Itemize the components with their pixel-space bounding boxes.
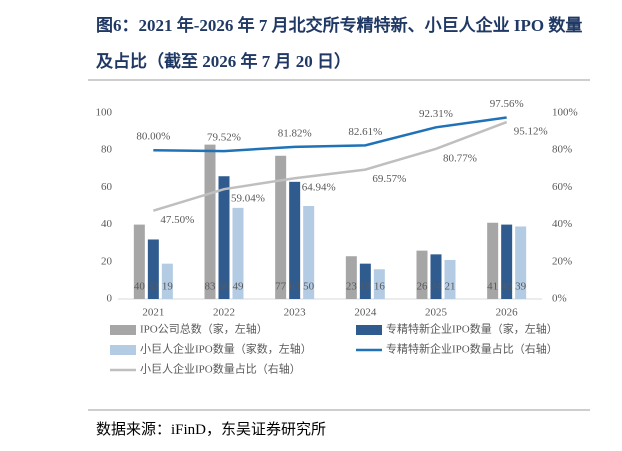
bar-label: 50 [303,281,315,293]
bar-label: 66 [219,281,231,293]
bar-label: 49 [233,281,245,293]
line [152,120,508,212]
data-label: 69.57% [372,173,406,185]
y2-tick-label: 60% [552,181,572,193]
chart-title: 图6：2021 年-2026 年 7 月北交所专精特新、小巨人企业 IPO 数量… [96,16,583,71]
bar [345,256,357,299]
y-tick-label: 100 [96,107,113,119]
y2-tick-label: 100% [552,107,578,119]
bar-label: 63 [289,281,301,293]
data-label: 59.04% [231,193,265,205]
bar-label: 39 [515,281,527,293]
label-band [130,279,530,294]
bar-label: 40 [134,281,146,293]
bar [161,263,173,299]
bar [232,207,244,299]
bar [147,239,159,299]
data-label: 81.82% [278,127,312,139]
data-label: 64.94% [302,182,336,194]
y2-tick-label: 20% [552,255,572,267]
bar [416,250,428,299]
data-label: 92.31% [419,108,453,120]
bar-label: 19 [360,281,372,293]
bar [218,176,230,299]
y-tick-label: 40 [101,218,113,230]
line [153,116,507,153]
x-tick-label: 2021 [142,307,164,319]
data-label: 47.50% [160,214,194,226]
data-label: 82.61% [348,126,382,138]
bar-label: 83 [205,281,217,293]
x-tick-label: 2024 [354,307,377,319]
y-tick-label: 20 [101,255,113,267]
bar [430,254,442,299]
legend-label: 专精特新企业IPO数量占比（右轴） [386,342,558,356]
bar-label: 24 [431,281,443,293]
source: 数据来源：iFinD，东吴证券研究所 [96,422,327,438]
bar-label: 26 [417,281,429,293]
bar-label: 77 [275,281,287,293]
x-tick-label: 2023 [284,307,307,319]
bar [133,224,145,299]
bar [501,224,513,299]
bar-label: 41 [487,281,498,293]
y-tick-label: 80 [101,144,113,156]
x-tick-label: 2026 [496,307,519,319]
legend-swatch [110,325,136,335]
y-tick-label: 60 [101,181,113,193]
bar-label: 16 [374,281,386,293]
legend-label: 小巨人企业IPO数量（家数，左轴） [140,342,312,356]
data-label: 97.56% [490,98,524,110]
bar-label: 21 [445,281,456,293]
bar [204,144,216,299]
bar-label: 23 [346,281,358,293]
bar [373,269,385,299]
bar [444,259,456,299]
data-label: 95.12% [514,126,548,138]
legend-label: 小巨人企业IPO数量占比（右轴） [140,362,301,376]
bar [275,155,287,299]
bar [487,222,499,299]
bar-label: 32 [148,281,159,293]
y-tick-label: 0 [107,293,113,305]
data-label: 80.00% [136,131,170,143]
legend-label: IPO公司总数（家，左轴） [140,322,268,336]
y2-tick-label: 0% [552,293,567,305]
bar [303,206,315,299]
data-label: 79.52% [207,132,241,144]
x-tick-label: 2022 [213,307,235,319]
legend-label: 专精特新企业IPO数量（家，左轴） [386,322,558,336]
x-tick-label: 2025 [425,307,448,319]
y2-tick-label: 40% [552,218,572,230]
bar [515,226,527,299]
legend-swatch [356,325,382,335]
legend-swatch [110,345,136,355]
bar [289,181,301,299]
bar [359,263,371,299]
bar-label: 19 [162,281,174,293]
bar-label: 40 [501,281,513,293]
y2-tick-label: 80% [552,144,572,156]
data-label: 80.77% [443,152,477,164]
